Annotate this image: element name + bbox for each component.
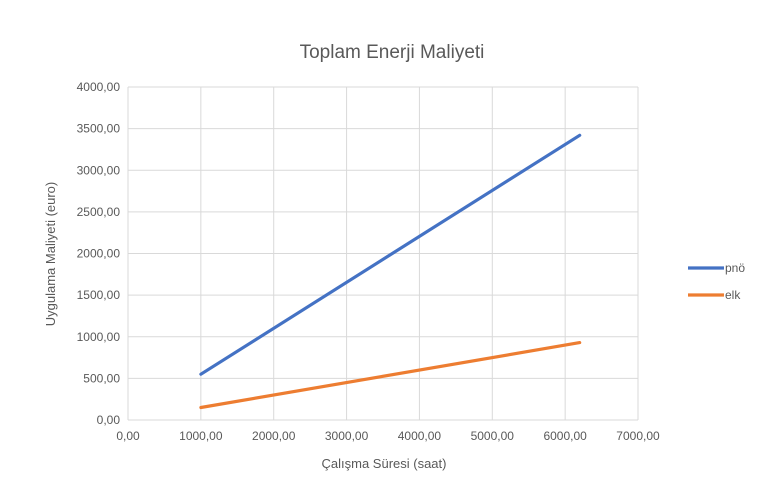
- y-tick-label: 1500,00: [77, 288, 121, 302]
- axes: [127, 87, 638, 421]
- y-tick-label: 4000,00: [77, 80, 121, 94]
- x-tick-label: 0,00: [116, 429, 140, 443]
- y-tick-label: 2000,00: [77, 247, 121, 261]
- x-tick-label: 1000,00: [179, 429, 223, 443]
- x-axis-title: Çalışma Süresi (saat): [322, 456, 447, 471]
- series-line-elk: [199, 341, 582, 410]
- y-tick-label: 3000,00: [77, 163, 121, 177]
- x-tick-labels: 0,00 1000,00 2000,00 3000,00 4000,00 5000,00 6…: [116, 429, 660, 443]
- legend[interactable]: pnö elk: [688, 261, 745, 302]
- series-line-pnö: [199, 133, 582, 376]
- chart-title: Toplam Enerji Maliyeti: [300, 42, 485, 63]
- legend-label: elk: [725, 288, 741, 302]
- x-tick-label: 7000,00: [616, 429, 660, 443]
- x-tick-label: 3000,00: [325, 429, 369, 443]
- legend-entry-elk[interactable]: elk: [688, 288, 741, 302]
- y-tick-label: 3500,00: [77, 122, 121, 136]
- gridlines: [128, 86, 639, 420]
- y-tick-label: 2500,00: [77, 205, 121, 219]
- y-axis-title: Uygulama Maliyeti (euro): [43, 182, 58, 327]
- y-tick-labels: 0,00 500,00 1000,00 1500,00 2000,00 2500,00 30…: [77, 80, 121, 427]
- y-tick-label: 0,00: [97, 413, 121, 427]
- x-tick-label: 6000,00: [543, 429, 587, 443]
- x-tick-label: 2000,00: [252, 429, 296, 443]
- series-lines: [199, 133, 582, 410]
- legend-entry-pnö[interactable]: pnö: [688, 261, 745, 275]
- legend-label: pnö: [725, 261, 745, 275]
- y-tick-label: 1000,00: [77, 330, 121, 344]
- x-tick-label: 5000,00: [471, 429, 515, 443]
- y-tick-label: 500,00: [83, 371, 120, 385]
- x-tick-label: 4000,00: [398, 429, 442, 443]
